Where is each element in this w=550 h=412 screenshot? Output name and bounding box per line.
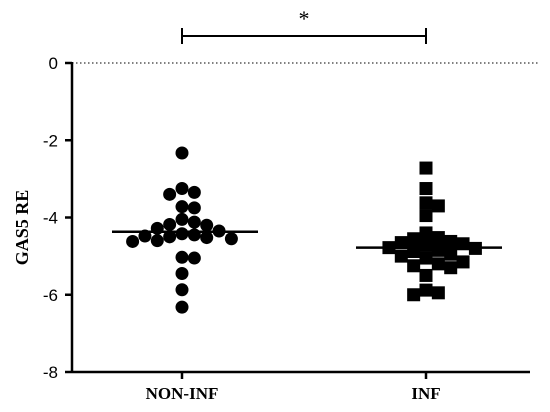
data-point-circle [175, 182, 189, 196]
data-point-square [394, 236, 408, 250]
data-point-square [431, 243, 445, 257]
data-point-circle [224, 232, 238, 246]
data-point-square [444, 247, 458, 261]
data-point-square [431, 199, 445, 213]
data-point-circle [175, 300, 189, 314]
data-point-square [407, 232, 421, 246]
data-point-square [419, 283, 433, 297]
data-point-square [419, 238, 433, 252]
y-axis-title: GAS5 RE [12, 190, 32, 266]
y-tick-label: -2 [43, 131, 58, 150]
data-point-circle [200, 218, 214, 232]
significance-label: * [299, 6, 310, 31]
data-point-square [419, 268, 433, 282]
data-point-circle [175, 283, 189, 297]
data-point-square [444, 234, 458, 248]
data-point-circle [126, 234, 140, 248]
data-point-square [419, 161, 433, 175]
data-point-square [431, 231, 445, 245]
data-point-square [431, 257, 445, 271]
x-category-label: NON-INF [146, 384, 219, 403]
data-point-square [444, 261, 458, 275]
x-category-label: INF [411, 384, 440, 403]
data-point-square [419, 182, 433, 196]
data-point-circle [187, 201, 201, 215]
data-point-square [431, 286, 445, 300]
data-point-circle [150, 234, 164, 248]
data-point-circle [187, 228, 201, 242]
data-point-circle [187, 251, 201, 265]
data-point-square [407, 288, 421, 302]
data-point-circle [175, 267, 189, 281]
y-tick-label: 0 [49, 54, 58, 73]
data-point-circle [163, 217, 177, 231]
data-point-square [419, 209, 433, 223]
data-point-circle [175, 200, 189, 214]
data-point-circle [187, 185, 201, 199]
data-point-circle [175, 212, 189, 226]
data-point-square [456, 255, 470, 269]
data-point-square [394, 249, 408, 263]
data-point-circle [163, 187, 177, 201]
data-point-circle [175, 227, 189, 241]
data-point-circle [175, 250, 189, 264]
y-tick-label: -4 [43, 209, 58, 228]
data-point-square [407, 259, 421, 273]
data-point-square [419, 251, 433, 265]
data-point-circle [187, 215, 201, 229]
y-tick-label: -6 [43, 286, 58, 305]
data-point-circle [175, 146, 189, 160]
data-point-circle [200, 231, 214, 245]
data-point-circle [163, 230, 177, 244]
y-tick-label: -8 [43, 363, 58, 382]
data-point-square [419, 226, 433, 240]
data-point-square [419, 196, 433, 210]
